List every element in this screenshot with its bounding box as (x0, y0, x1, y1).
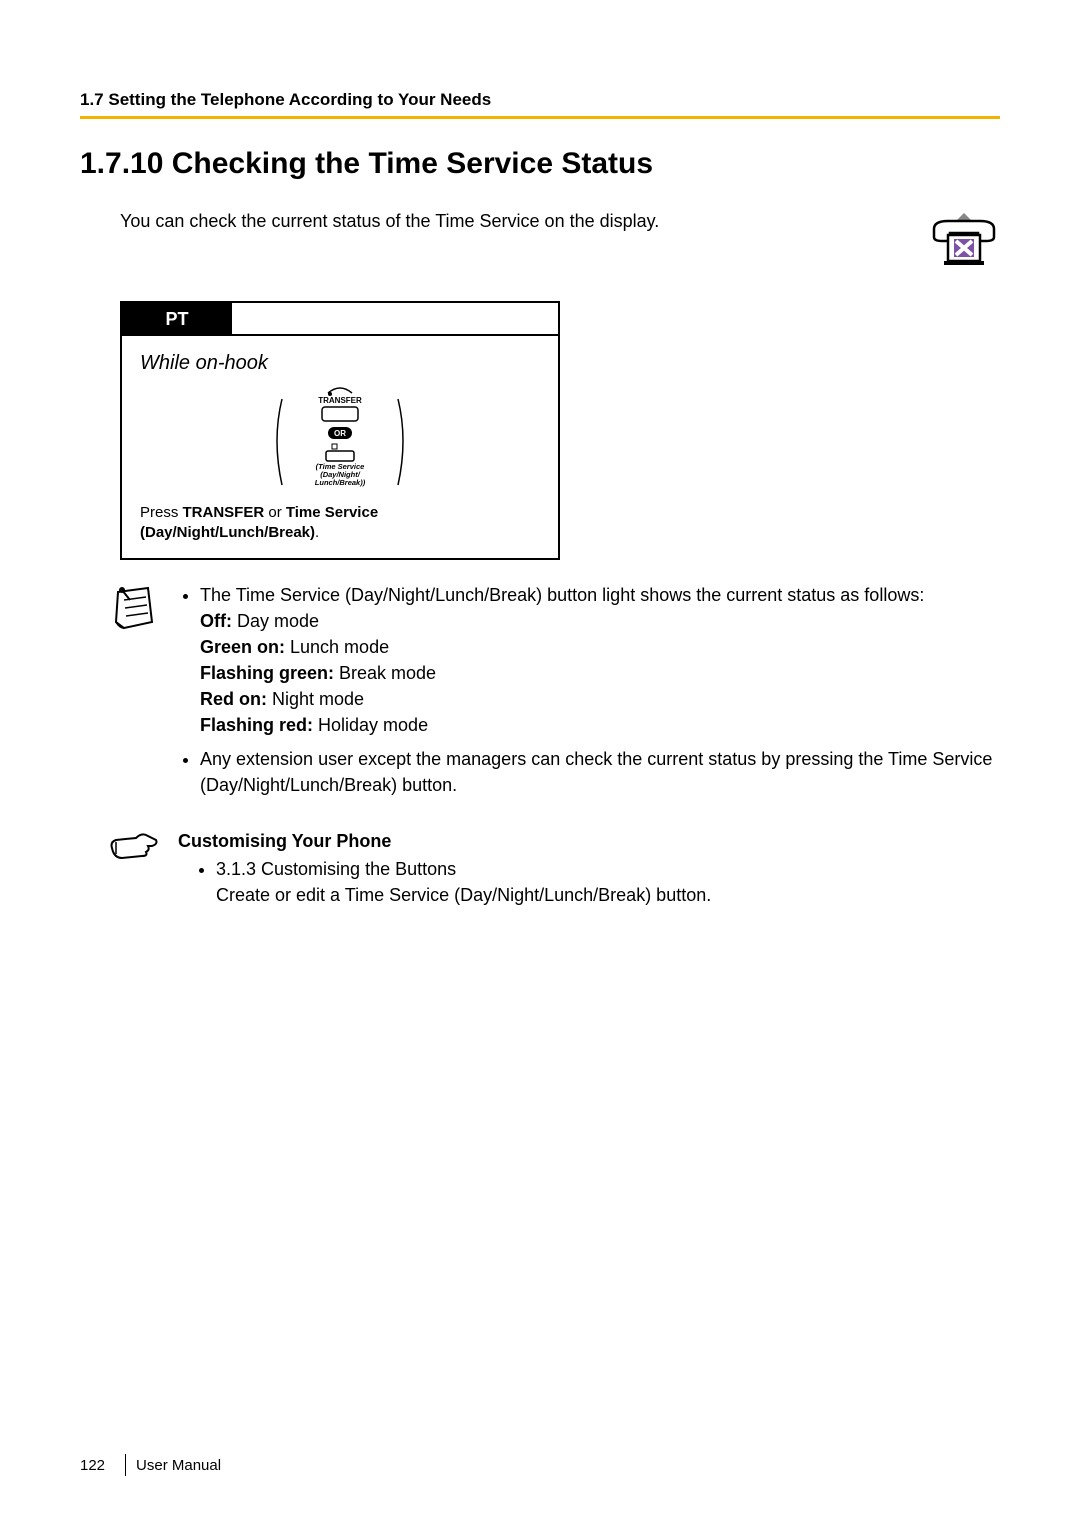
transfer-label: TRANSFER (318, 396, 362, 405)
procedure-condition: While on-hook (140, 352, 540, 375)
footer-label: User Manual (136, 1457, 221, 1474)
section-rule (80, 116, 1000, 119)
customise-item: 3.1.3 Customising the Buttons Create or … (216, 856, 1000, 908)
status-line-0: Off: Day mode (200, 611, 319, 631)
customise-ref: 3.1.3 Customising the Buttons (216, 859, 456, 879)
notepad-icon (108, 582, 160, 807)
procedure-header: PT (122, 303, 558, 336)
or-label: OR (334, 429, 346, 438)
hand-point-icon (108, 828, 160, 908)
intro-text: You can check the current status of the … (120, 211, 659, 232)
phone-cross-icon (928, 211, 1000, 267)
note-extra-item: Any extension user except the managers c… (200, 746, 1000, 798)
customise-title: Customising Your Phone (178, 828, 1000, 854)
pt-badge: PT (122, 303, 232, 336)
procedure-body: While on-hook TRANSFER OR (122, 336, 558, 558)
section-path: 1.7 Setting the Telephone According to Y… (80, 90, 1000, 110)
page-footer: 122 User Manual (80, 1454, 221, 1476)
page-title: 1.7.10 Checking the Time Service Status (80, 147, 1000, 181)
status-line-4: Flashing red: Holiday mode (200, 715, 428, 735)
manual-page: 1.7 Setting the Telephone According to Y… (0, 0, 1080, 1528)
customise-body: Customising Your Phone 3.1.3 Customising… (178, 828, 1000, 908)
instr-pre: Press (140, 504, 183, 521)
instr-post: . (315, 524, 319, 541)
page-number: 122 (80, 1457, 115, 1474)
footer-separator (125, 1454, 126, 1476)
customise-block: Customising Your Phone 3.1.3 Customising… (108, 828, 1000, 908)
status-line-3: Red on: Night mode (200, 689, 364, 709)
procedure-instruction: Press TRANSFER or Time Service (Day/Nigh… (140, 503, 540, 544)
notes-body: The Time Service (Day/Night/Lunch/Break)… (178, 582, 1000, 807)
intro-row: You can check the current status of the … (80, 211, 1000, 267)
instr-b1: TRANSFER (183, 504, 265, 521)
note-status-item: The Time Service (Day/Night/Lunch/Break)… (200, 582, 1000, 739)
status-line-2: Flashing green: Break mode (200, 663, 436, 683)
customise-desc: Create or edit a Time Service (Day/Night… (216, 885, 711, 905)
btn2-cap3: Lunch/Break)) (315, 478, 366, 487)
instr-mid: or (264, 504, 286, 521)
procedure-box: PT While on-hook TRANSFER OR (120, 301, 560, 560)
procedure-graphic: TRANSFER OR (Time Service (Day/Night/ Lu… (140, 385, 540, 495)
status-line-1: Green on: Lunch mode (200, 637, 389, 657)
note-intro: The Time Service (Day/Night/Lunch/Break)… (200, 585, 924, 605)
pt-header-spacer (232, 303, 558, 336)
notes-block: The Time Service (Day/Night/Lunch/Break)… (108, 582, 1000, 807)
